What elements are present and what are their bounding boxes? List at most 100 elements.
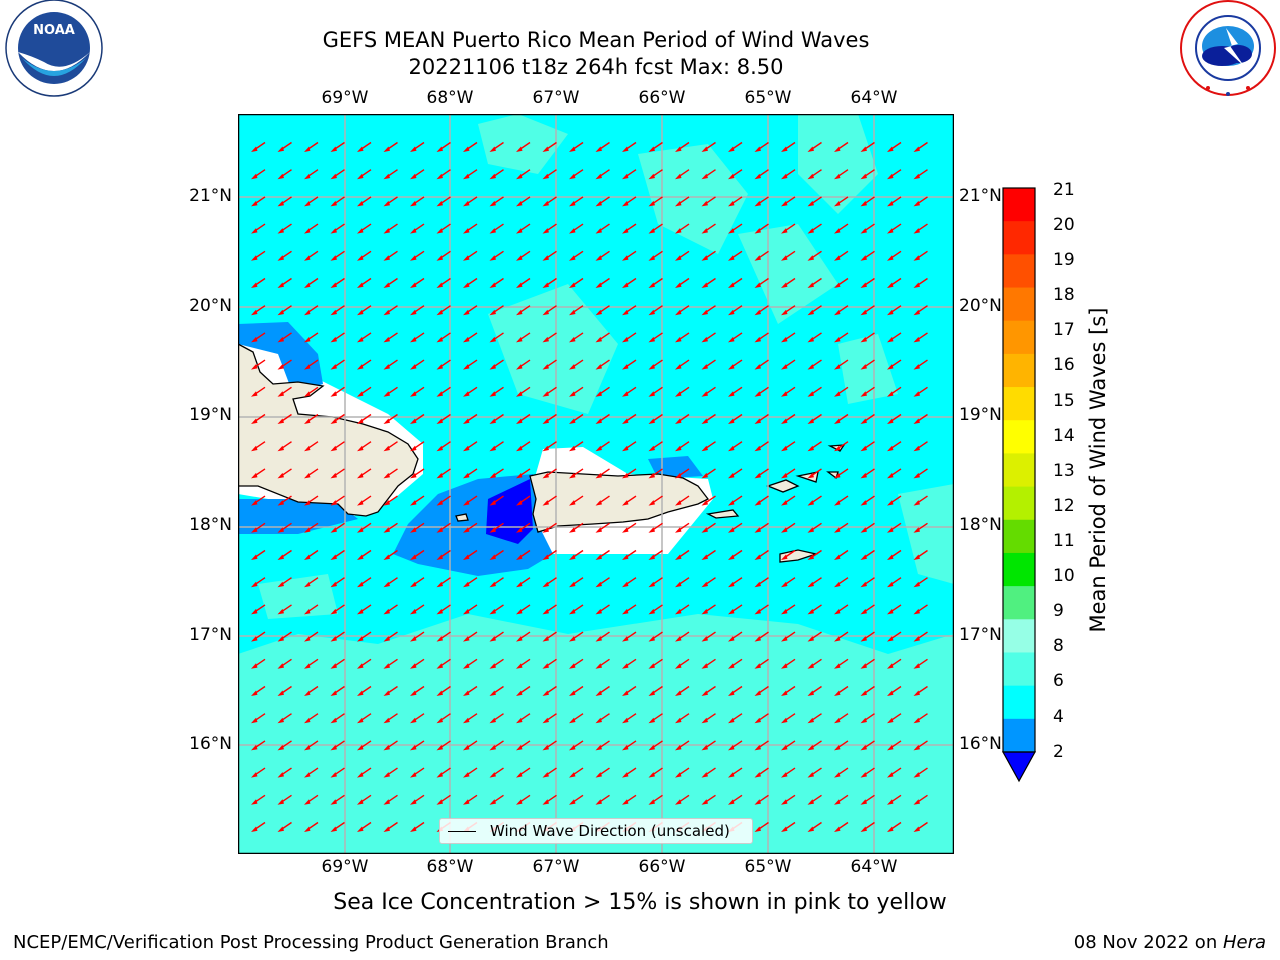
wave-direction-arrowhead [330, 663, 337, 669]
wave-direction-arrowhead [781, 445, 788, 452]
wave-direction-arrowhead [595, 799, 602, 805]
wave-direction-arrowhead [622, 336, 629, 343]
wave-direction-arrowhead [277, 717, 284, 724]
wave-direction-arrowhead [410, 581, 417, 588]
wave-direction-arrowhead [251, 282, 258, 288]
wave-direction-arrowhead [330, 418, 337, 424]
wave-direction-arrowhead [781, 391, 788, 397]
wave-direction-arrowhead [489, 309, 496, 316]
wave-direction-arrowhead [542, 282, 549, 288]
wave-direction-arrowhead [834, 554, 841, 560]
wave-direction-arrowhead [834, 799, 841, 805]
wave-direction-arrowhead [383, 690, 390, 696]
colorbar-tick: 17 [1053, 320, 1075, 340]
wave-direction-arrowhead [489, 744, 496, 751]
wave-direction-arrowhead [913, 309, 920, 316]
wave-direction-arrowhead [807, 608, 814, 615]
wave-direction-arrowhead [622, 608, 629, 615]
wave-direction-arrowhead [569, 500, 576, 506]
wave-direction-arrowhead [542, 799, 549, 805]
wave-direction-arrowhead [569, 391, 576, 397]
wave-direction-arrowhead [807, 690, 814, 696]
wave-direction-arrowhead [516, 282, 523, 288]
wave-direction-arrowhead [436, 445, 443, 452]
wave-direction-arrowhead [781, 772, 788, 778]
footer-host: Hera [1222, 932, 1266, 953]
wave-direction-arrowhead [595, 717, 602, 724]
lon-label: 69°W [321, 88, 369, 108]
wave-direction-arrowhead [357, 608, 364, 615]
wave-direction-arrowhead [834, 364, 841, 370]
wave-direction-arrowhead [834, 663, 841, 669]
wave-direction-arrowhead [648, 636, 655, 642]
wave-direction-arrowhead [569, 663, 576, 669]
wave-direction-arrowhead [728, 173, 735, 180]
wave-direction-arrowhead [410, 364, 417, 370]
wave-direction-arrowhead [410, 608, 417, 615]
colorbar-cells [1001, 188, 1037, 783]
wave-direction-arrowhead [754, 173, 761, 180]
wave-direction-arrowhead [913, 391, 920, 397]
wave-direction-arrowhead [330, 554, 337, 560]
wave-direction-arrowhead [383, 581, 390, 588]
wave-direction-arrowhead [781, 581, 788, 588]
wave-direction-arrowhead [357, 690, 364, 696]
wave-direction-arrowhead [410, 472, 417, 479]
map-legend: Wind Wave Direction (unscaled) [439, 818, 753, 844]
wave-direction-arrowhead [410, 173, 417, 180]
wave-direction-arrowhead [357, 744, 364, 751]
wave-direction-arrowhead [251, 527, 258, 533]
wave-direction-arrowhead [277, 636, 284, 642]
wave-direction-arrowhead [834, 717, 841, 724]
wave-direction-arrowhead [675, 690, 682, 696]
wave-direction-arrowhead [675, 500, 682, 506]
wave-direction-arrowhead [542, 255, 549, 261]
wave-direction-arrowhead [728, 772, 735, 778]
wave-direction-arrowhead [754, 608, 761, 615]
wave-direction-arrowhead [330, 282, 337, 288]
wave-direction-arrowhead [675, 445, 682, 452]
wave-direction-arrowhead [622, 391, 629, 397]
wave-direction-arrowhead [304, 309, 311, 316]
wave-direction-arrowhead [807, 282, 814, 288]
wave-direction-arrowhead [277, 744, 284, 751]
wave-direction-arrowhead [781, 663, 788, 669]
wave-direction-arrowhead [357, 336, 364, 343]
wave-direction-arrowhead [251, 391, 258, 397]
wave-direction-arrowhead [595, 527, 602, 533]
wave-direction-arrowhead [648, 472, 655, 479]
wave-direction-arrowhead [807, 581, 814, 588]
lat-label: 20°N [959, 296, 1002, 316]
wave-direction-arrowhead [913, 690, 920, 696]
wave-direction-arrowhead [754, 554, 761, 560]
wave-direction-arrowhead [357, 554, 364, 560]
wave-direction-arrowhead [807, 500, 814, 506]
wave-direction-arrowhead [807, 744, 814, 751]
noaa-logo-text: NOAA [33, 23, 75, 38]
lon-label: 67°W [532, 88, 580, 108]
wave-direction-arrowhead [913, 663, 920, 669]
wave-direction-arrowhead [436, 717, 443, 724]
wave-direction-arrowhead [834, 500, 841, 506]
wave-direction-arrowhead [728, 581, 735, 588]
wave-direction-arrowhead [542, 690, 549, 696]
wave-direction-arrowhead [542, 418, 549, 424]
wave-direction-arrowhead [516, 799, 523, 805]
wave-direction-arrowhead [913, 799, 920, 805]
wave-direction-arrowhead [542, 364, 549, 370]
colorbar-cell [1003, 552, 1035, 587]
wave-direction-arrowhead [675, 200, 682, 207]
wave-direction-arrowhead [860, 636, 867, 642]
wave-direction-arrowhead [463, 364, 470, 370]
wave-direction-arrowhead [251, 799, 258, 805]
wave-direction-arrowhead [410, 418, 417, 424]
wave-direction-arrowhead [887, 309, 894, 316]
wave-direction-arrowhead [807, 717, 814, 724]
wave-direction-arrowhead [436, 173, 443, 180]
wave-direction-arrowhead [913, 146, 920, 152]
lat-label: 21°N [959, 186, 1002, 206]
wave-direction-arrowhead [277, 309, 284, 316]
wave-direction-arrowhead [595, 336, 602, 343]
colorbar-cell [1003, 685, 1035, 720]
wave-direction-arrowhead [542, 173, 549, 180]
